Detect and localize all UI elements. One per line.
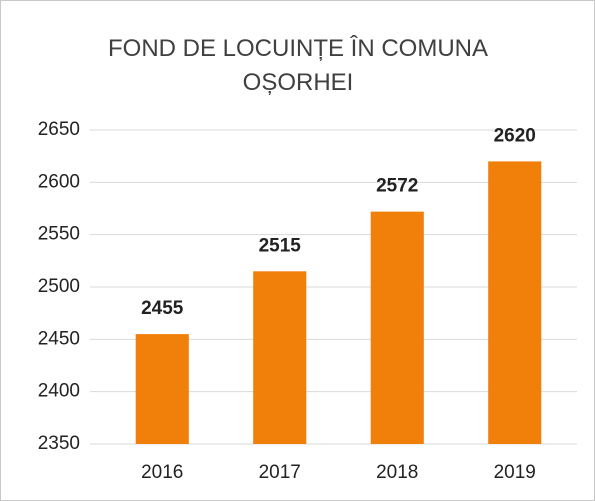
bar bbox=[135, 334, 189, 444]
y-tick-label: 2500 bbox=[38, 276, 80, 297]
x-tick-label: 2018 bbox=[376, 462, 418, 483]
x-tick-label: 2016 bbox=[141, 462, 183, 483]
x-tick-label: 2019 bbox=[494, 462, 536, 483]
data-label: 2515 bbox=[259, 235, 302, 256]
y-tick-label: 2400 bbox=[38, 381, 80, 402]
bar bbox=[488, 161, 542, 444]
y-tick-label: 2450 bbox=[38, 328, 80, 349]
bar bbox=[370, 211, 424, 444]
y-tick-label: 2650 bbox=[38, 119, 80, 140]
x-tick-label: 2017 bbox=[259, 462, 301, 483]
chart-title: FOND DE LOCUINȚE ÎN COMUNA OȘORHEI bbox=[107, 35, 488, 96]
data-label: 2620 bbox=[494, 125, 536, 146]
bar bbox=[253, 271, 307, 444]
data-label: 2455 bbox=[141, 298, 184, 319]
y-tick-label: 2600 bbox=[38, 171, 80, 192]
y-tick-label: 2550 bbox=[38, 224, 80, 245]
data-label: 2572 bbox=[376, 176, 418, 197]
y-tick-label: 2350 bbox=[38, 433, 80, 454]
